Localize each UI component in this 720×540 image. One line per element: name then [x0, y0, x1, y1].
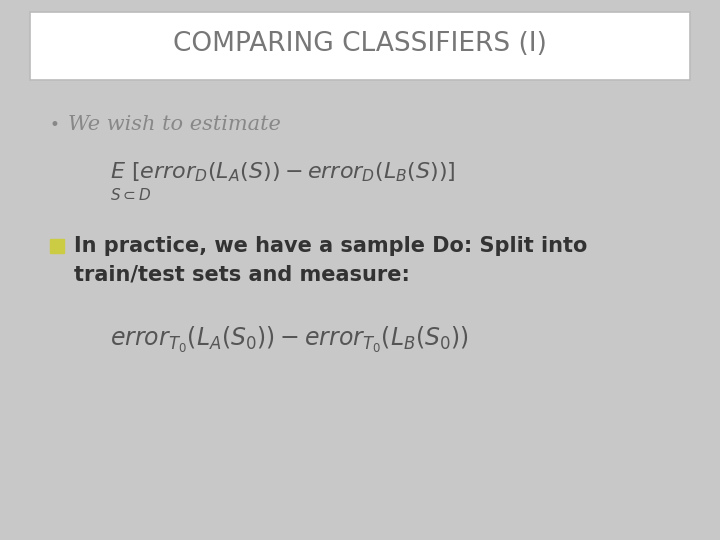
- Bar: [50, 239, 64, 253]
- FancyBboxPatch shape: [30, 12, 690, 80]
- Text: COMPARING CLASSIFIERS (I): COMPARING CLASSIFIERS (I): [173, 31, 547, 57]
- Text: We wish to estimate: We wish to estimate: [68, 116, 281, 134]
- Text: train/test sets and measure:: train/test sets and measure:: [74, 265, 410, 285]
- Text: In practice, we have a sample Do: Split into: In practice, we have a sample Do: Split …: [74, 236, 588, 256]
- Text: $S\subset D$: $S\subset D$: [110, 187, 151, 203]
- Text: $E\ [error_D(L_A(S))-error_D(L_B(S))]$: $E\ [error_D(L_A(S))-error_D(L_B(S))]$: [110, 160, 456, 184]
- Text: $error_{T_0}(L_A(S_0))-error_{T_0}(L_B(S_0))$: $error_{T_0}(L_A(S_0))-error_{T_0}(L_B(S…: [110, 325, 469, 355]
- Text: •: •: [50, 116, 60, 134]
